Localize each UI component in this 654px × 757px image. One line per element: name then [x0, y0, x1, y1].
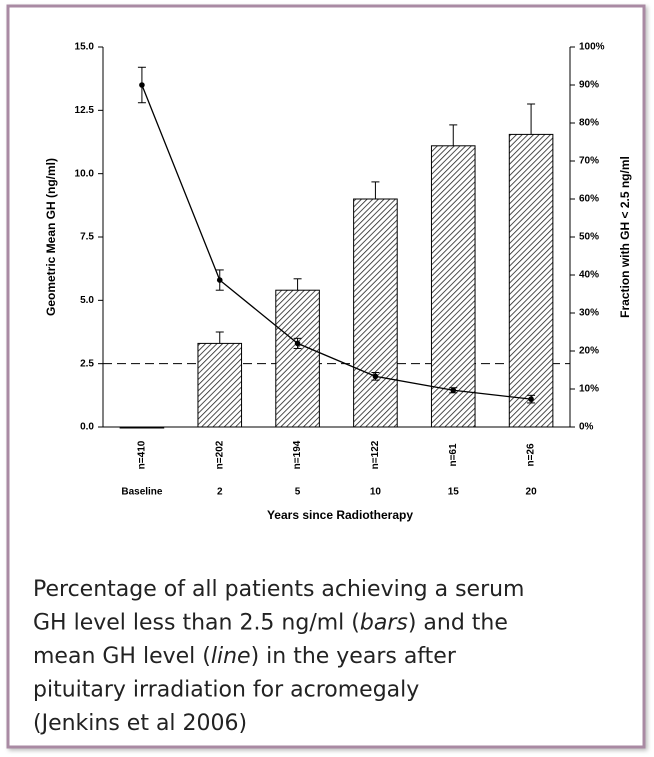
- n-label: n=61: [448, 443, 459, 467]
- y2-tick-label: 50%: [579, 232, 599, 243]
- bar: [275, 289, 320, 428]
- point: [372, 373, 379, 380]
- error-bar: [215, 331, 224, 344]
- caption-line: pituitary irradiation for acromegaly: [33, 678, 419, 703]
- x-tick-label: 15: [448, 487, 460, 498]
- y2-tick-label: 0%: [579, 422, 594, 433]
- y-axis-title: Geometric Mean GH (ng/ml): [44, 158, 58, 316]
- x-tick-label: 20: [526, 487, 538, 498]
- y2-tick-label: 10%: [579, 384, 599, 395]
- caption-text: mean GH level (: [33, 644, 211, 669]
- error-bar: [293, 278, 302, 291]
- y-tick-label: 15.0: [75, 42, 95, 53]
- y-tick-label: 10.0: [75, 168, 95, 179]
- n-label: n=202: [214, 440, 225, 469]
- x-tick-label: 2: [217, 487, 223, 498]
- y2-axis-title: Fraction with GH < 2.5 ng/ml: [618, 156, 632, 318]
- point: [139, 82, 145, 88]
- error-bar: [449, 124, 458, 146]
- y2-tick-label: 80%: [579, 118, 599, 129]
- caption-text: bars: [360, 611, 408, 636]
- bar: [430, 145, 476, 428]
- caption-line: GH level less than 2.5 ng/ml (bars) and …: [33, 611, 508, 636]
- point: [450, 387, 457, 394]
- caption-text: (Jenkins et al 2006): [33, 711, 247, 736]
- y2-tick-label: 70%: [579, 156, 599, 167]
- n-label: n=122: [370, 440, 381, 469]
- x-tick-label: 5: [295, 487, 301, 498]
- point: [294, 340, 301, 347]
- point: [216, 277, 223, 283]
- x-axis-title: Years since Radiotherapy: [267, 508, 413, 522]
- y2-tick-label: 60%: [579, 194, 599, 205]
- caption-text: Percentage of all patients achieving a s…: [33, 577, 525, 602]
- x-tick-label: 10: [370, 487, 382, 498]
- y-tick-label: 5.0: [80, 295, 94, 306]
- y2-tick-label: 40%: [579, 270, 599, 281]
- y2-tick-label: 90%: [579, 80, 599, 91]
- caption-text: ) in the years after: [251, 644, 457, 669]
- bar: [197, 342, 243, 428]
- y-tick-label: 0.0: [80, 422, 94, 433]
- y-tick-label: 12.5: [75, 105, 95, 116]
- error-bar: [371, 181, 380, 199]
- y2-tick-label: 30%: [579, 308, 599, 319]
- caption-text: line: [211, 644, 251, 669]
- y2-tick-label: 100%: [579, 42, 605, 53]
- caption-text: pituitary irradiation for acromegaly: [33, 678, 419, 703]
- caption-line: (Jenkins et al 2006): [33, 711, 247, 736]
- caption-text: GH level less than 2.5 ng/ml (: [33, 611, 360, 636]
- x-tick-label: Baseline: [121, 487, 163, 498]
- point: [528, 396, 534, 402]
- line: [141, 84, 532, 400]
- n-label: n=26: [526, 443, 537, 467]
- bar: [353, 198, 398, 428]
- bar: [508, 133, 554, 428]
- caption-line: mean GH level (line) in the years after: [33, 644, 457, 669]
- y-tick-label: 7.5: [80, 232, 94, 243]
- bar: [119, 426, 165, 429]
- caption-line: Percentage of all patients achieving a s…: [33, 577, 525, 602]
- n-label: n=410: [137, 440, 148, 469]
- n-label: n=194: [292, 440, 303, 469]
- caption-text: ) and the: [408, 611, 508, 636]
- y2-tick-label: 20%: [579, 346, 599, 357]
- y-tick-label: 2.5: [80, 358, 94, 369]
- error-bar: [527, 103, 536, 135]
